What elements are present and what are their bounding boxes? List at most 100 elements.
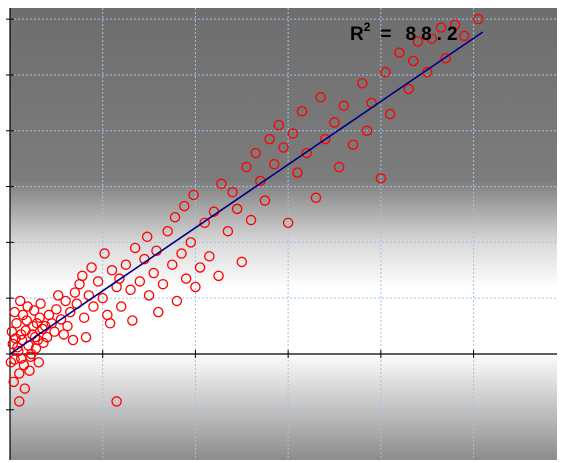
data-point <box>310 192 322 203</box>
data-point <box>268 158 280 170</box>
data-point <box>41 331 53 343</box>
data-point <box>11 318 22 329</box>
data-point <box>15 353 27 364</box>
r-squared-value: 88.2 <box>406 24 463 45</box>
fit-line-group <box>9 31 484 355</box>
data-point <box>52 290 64 301</box>
data-point <box>319 133 331 145</box>
data-point <box>127 315 138 326</box>
data-point <box>26 348 37 360</box>
data-point <box>18 359 30 371</box>
data-point <box>199 217 210 229</box>
data-point <box>384 108 396 120</box>
data-point <box>24 365 35 376</box>
data-point <box>412 36 424 47</box>
data-point <box>190 281 201 293</box>
data-point <box>162 225 173 237</box>
data-point <box>78 312 90 323</box>
data-point <box>380 66 391 78</box>
data-point <box>38 337 49 349</box>
data-point <box>216 178 227 190</box>
data-point <box>35 298 46 310</box>
data-point <box>134 276 146 287</box>
data-point <box>7 338 19 350</box>
data-point <box>8 376 19 388</box>
data-point <box>188 189 199 201</box>
data-point <box>92 276 104 287</box>
data-point <box>22 301 33 312</box>
data-point <box>34 312 45 323</box>
data-point <box>250 147 261 159</box>
data-point <box>88 301 99 312</box>
data-point <box>29 331 41 343</box>
data-point <box>129 242 141 254</box>
data-point <box>459 30 470 42</box>
r-squared-equals: = <box>380 24 391 45</box>
data-point <box>166 259 178 270</box>
data-point <box>179 200 190 212</box>
data-point <box>236 256 248 268</box>
data-point <box>114 273 125 284</box>
data-point <box>51 304 62 315</box>
grid-lines <box>10 8 557 460</box>
data-point <box>97 292 108 304</box>
data-point <box>67 334 79 346</box>
data-point <box>14 396 25 407</box>
data-point <box>171 295 183 307</box>
data-point <box>472 13 484 25</box>
data-point <box>361 125 373 137</box>
data-point <box>14 368 25 379</box>
data-point <box>292 167 303 178</box>
data-point <box>194 262 206 273</box>
data-point <box>169 212 181 223</box>
data-point <box>55 314 67 325</box>
data-point <box>329 117 340 128</box>
data-point <box>347 139 359 150</box>
data-point <box>338 100 350 111</box>
data-point <box>58 329 70 340</box>
data-point <box>116 301 127 312</box>
data-point <box>282 217 294 229</box>
r-squared-annotation: R2 = 88.2 <box>350 20 463 45</box>
data-point <box>227 186 238 198</box>
data-point <box>375 172 387 184</box>
data-point <box>143 290 155 301</box>
data-point <box>222 225 234 237</box>
data-point <box>148 267 159 279</box>
data-point <box>408 55 419 67</box>
data-point <box>449 19 461 30</box>
data-point <box>69 287 81 298</box>
data-point <box>231 203 243 215</box>
data-point <box>62 320 73 332</box>
data-point <box>241 161 252 173</box>
data-point <box>111 396 122 407</box>
data-point <box>10 333 21 344</box>
data-point <box>120 259 132 270</box>
data-point <box>394 47 405 58</box>
data-point <box>125 284 136 296</box>
data-point <box>14 295 26 307</box>
data-point <box>157 278 169 290</box>
data-point <box>33 357 44 368</box>
r-squared-base: R <box>350 24 364 45</box>
data-point <box>213 270 224 282</box>
data-point <box>49 326 60 337</box>
data-point <box>19 383 31 394</box>
data-point <box>426 33 438 44</box>
data-point <box>185 237 197 248</box>
data-point <box>315 92 326 103</box>
data-point <box>106 265 118 276</box>
data-point <box>60 295 71 307</box>
data-point <box>80 331 92 343</box>
data-point <box>99 248 110 259</box>
data-point <box>141 231 153 243</box>
data-point <box>16 334 28 346</box>
data-point <box>440 52 451 64</box>
data-point <box>357 78 368 89</box>
data-point <box>333 161 345 173</box>
data-point <box>21 315 32 326</box>
data-point <box>435 22 447 33</box>
data-point <box>5 357 17 368</box>
data-point <box>86 262 97 273</box>
